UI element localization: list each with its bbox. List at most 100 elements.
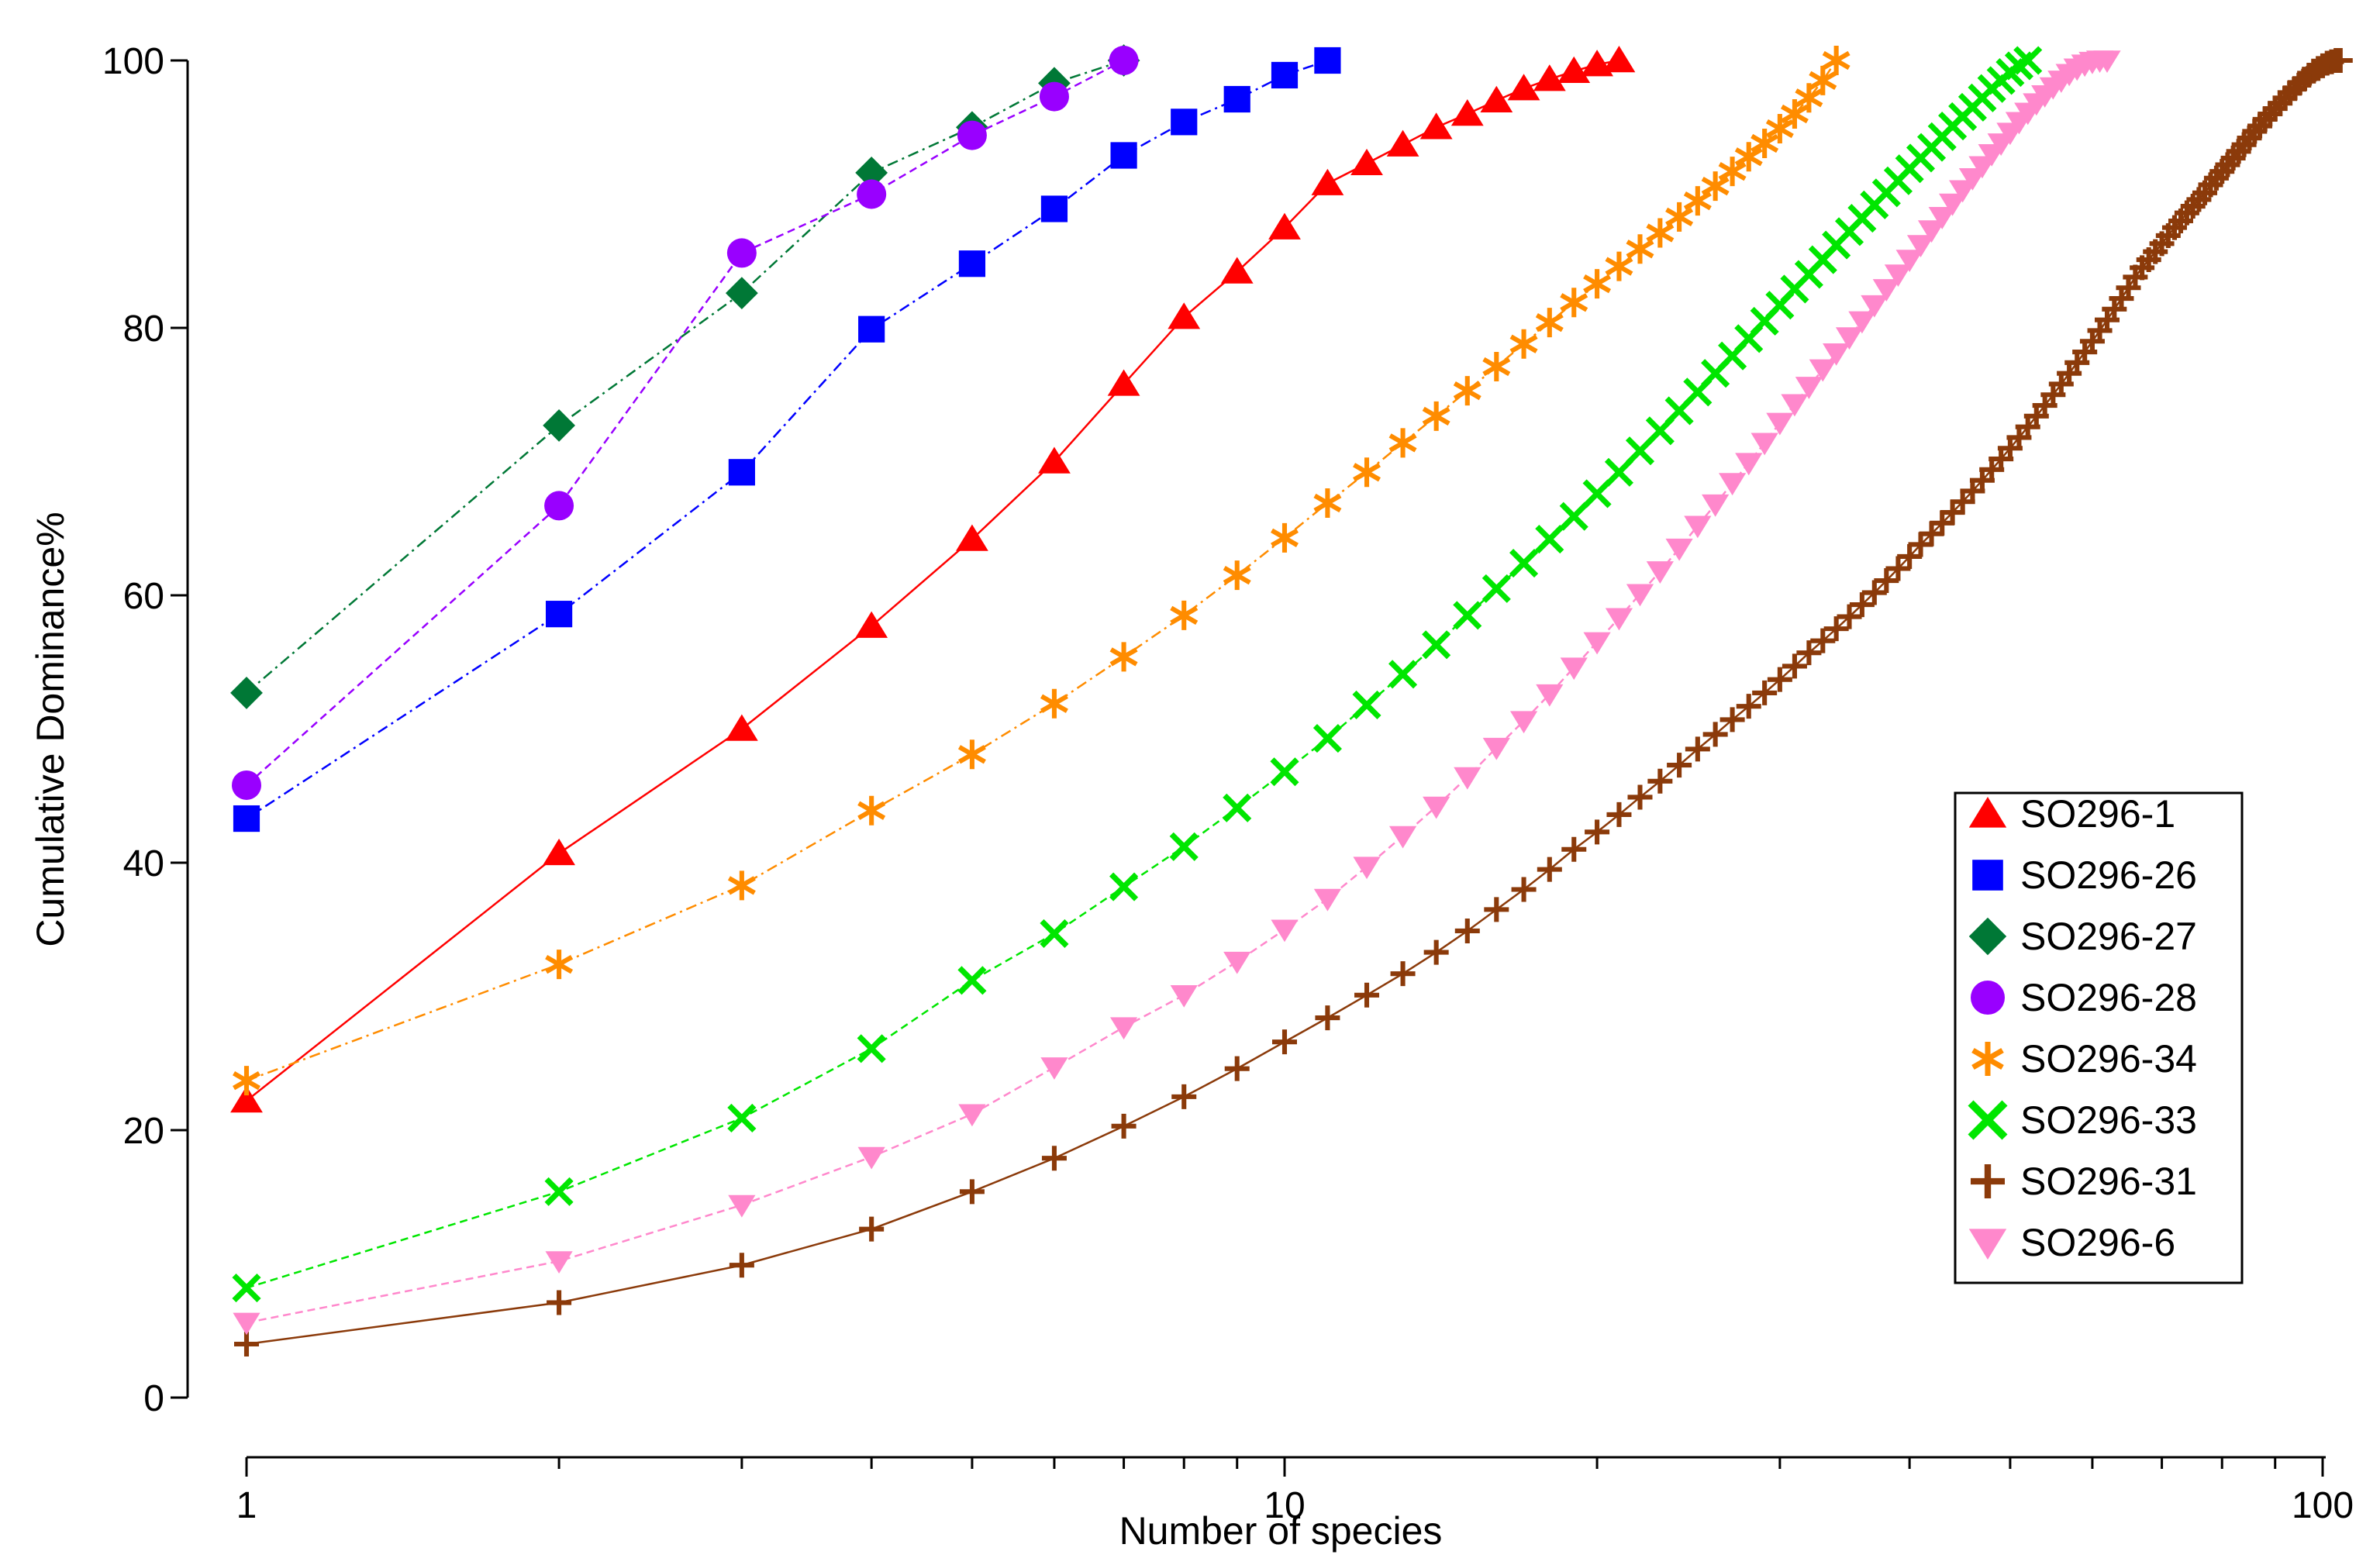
- data-point: [1557, 56, 1591, 83]
- data-point: [1897, 543, 1923, 569]
- data-point: [1560, 288, 1588, 318]
- data-point: [1388, 660, 1418, 689]
- data-point: [859, 1216, 885, 1242]
- data-point: [1313, 888, 1342, 912]
- data-point: [1168, 302, 1201, 329]
- data-point: [1561, 836, 1587, 862]
- data-point: [1583, 632, 1611, 655]
- data-point: [1480, 85, 1513, 112]
- data-point: [1849, 592, 1875, 618]
- series-SO296-26: [233, 47, 1341, 832]
- data-point: [1685, 736, 1710, 762]
- data-point: [1170, 600, 1199, 630]
- data-point: [857, 179, 887, 209]
- data-point: [233, 1312, 260, 1336]
- data-point: [1453, 376, 1481, 406]
- data-point: [958, 1104, 986, 1127]
- data-point: [855, 611, 888, 638]
- data-point: [232, 1274, 261, 1303]
- data-point: [1782, 653, 1807, 679]
- series-line: [246, 59, 1125, 786]
- data-point: [1718, 473, 1747, 496]
- data-point: [857, 1146, 885, 1170]
- legend-item: SO296-26: [1972, 853, 2197, 897]
- data-point: [1533, 64, 1566, 91]
- data-point: [725, 714, 758, 741]
- data-point: [1223, 85, 1250, 113]
- data-point: [544, 1177, 574, 1206]
- data-point: [1390, 961, 1416, 987]
- data-point: [1605, 608, 1633, 631]
- data-point: [1109, 46, 1139, 75]
- data-point: [1224, 1056, 1250, 1081]
- data-point: [1271, 61, 1299, 89]
- data-point: [1751, 433, 1778, 456]
- data-point: [1908, 532, 1933, 557]
- series-SO296-1: [230, 46, 1636, 1113]
- data-point: [1765, 113, 1794, 143]
- data-point: [547, 1290, 572, 1315]
- data-point: [1795, 83, 1823, 113]
- data-point: [1822, 46, 1851, 75]
- data-point: [232, 770, 261, 800]
- data-point: [1702, 494, 1730, 517]
- y-tick-label: 80: [123, 309, 164, 350]
- data-point: [956, 524, 988, 551]
- data-point: [234, 1332, 259, 1356]
- data-point: [1884, 264, 1913, 287]
- data-point: [1602, 46, 1636, 73]
- y-tick-label: 40: [123, 843, 164, 884]
- data-point: [1605, 251, 1633, 281]
- data-point: [1507, 74, 1540, 101]
- data-point: [1861, 295, 1888, 318]
- y-tick-label: 20: [123, 1111, 164, 1152]
- data-point: [1535, 525, 1564, 554]
- data-point: [1315, 1005, 1340, 1031]
- data-point: [1509, 711, 1538, 734]
- legend-label: SO296-28: [2020, 976, 2197, 1019]
- data-point: [1626, 584, 1654, 607]
- data-point: [543, 838, 575, 866]
- data-point: [1559, 502, 1588, 531]
- axes: 0 20 40 60 80 100 1 10 100 Cumulative Dominance…: [29, 41, 2354, 1553]
- data-point: [1735, 453, 1763, 476]
- legend-label: SO296-1: [2020, 792, 2175, 836]
- data-point: [545, 601, 573, 628]
- data-point: [1223, 951, 1251, 974]
- data-point: [1585, 819, 1610, 845]
- data-point: [1667, 753, 1692, 778]
- data-point: [1312, 724, 1342, 753]
- data-point: [1535, 308, 1564, 338]
- legend-marker: [1968, 1100, 2008, 1140]
- data-point: [1223, 793, 1252, 822]
- data-point: [1949, 180, 1977, 203]
- data-point: [1752, 680, 1778, 705]
- data-point: [545, 1251, 573, 1274]
- data-point: [857, 795, 886, 826]
- legend-marker: [1972, 860, 2003, 891]
- legend-marker: [1968, 917, 2007, 956]
- data-point: [959, 1179, 985, 1205]
- data-point: [1683, 186, 1712, 216]
- data-point: [230, 1086, 263, 1113]
- data-point: [1646, 561, 1674, 584]
- data-point: [230, 677, 263, 709]
- series-line: [246, 59, 1328, 820]
- data-point: [1423, 796, 1450, 819]
- legend-item: SO296-31: [1971, 1160, 2197, 1203]
- legend-label: SO296-27: [2020, 915, 2197, 958]
- data-point: [1171, 1084, 1197, 1109]
- data-point: [729, 1253, 754, 1278]
- data-point: [1885, 556, 1911, 581]
- data-point: [1311, 168, 1344, 195]
- data-point: [857, 1034, 886, 1063]
- y-ticks: 0 20 40 60 80 100: [102, 41, 188, 1419]
- data-point: [727, 1103, 757, 1133]
- data-point: [1582, 479, 1612, 508]
- series-line: [246, 59, 2029, 1289]
- series-SO296-34: [233, 46, 1851, 1096]
- data-point: [1423, 939, 1449, 965]
- data-point: [1272, 1029, 1297, 1055]
- data-point: [1823, 343, 1851, 366]
- data-point: [1861, 580, 1887, 605]
